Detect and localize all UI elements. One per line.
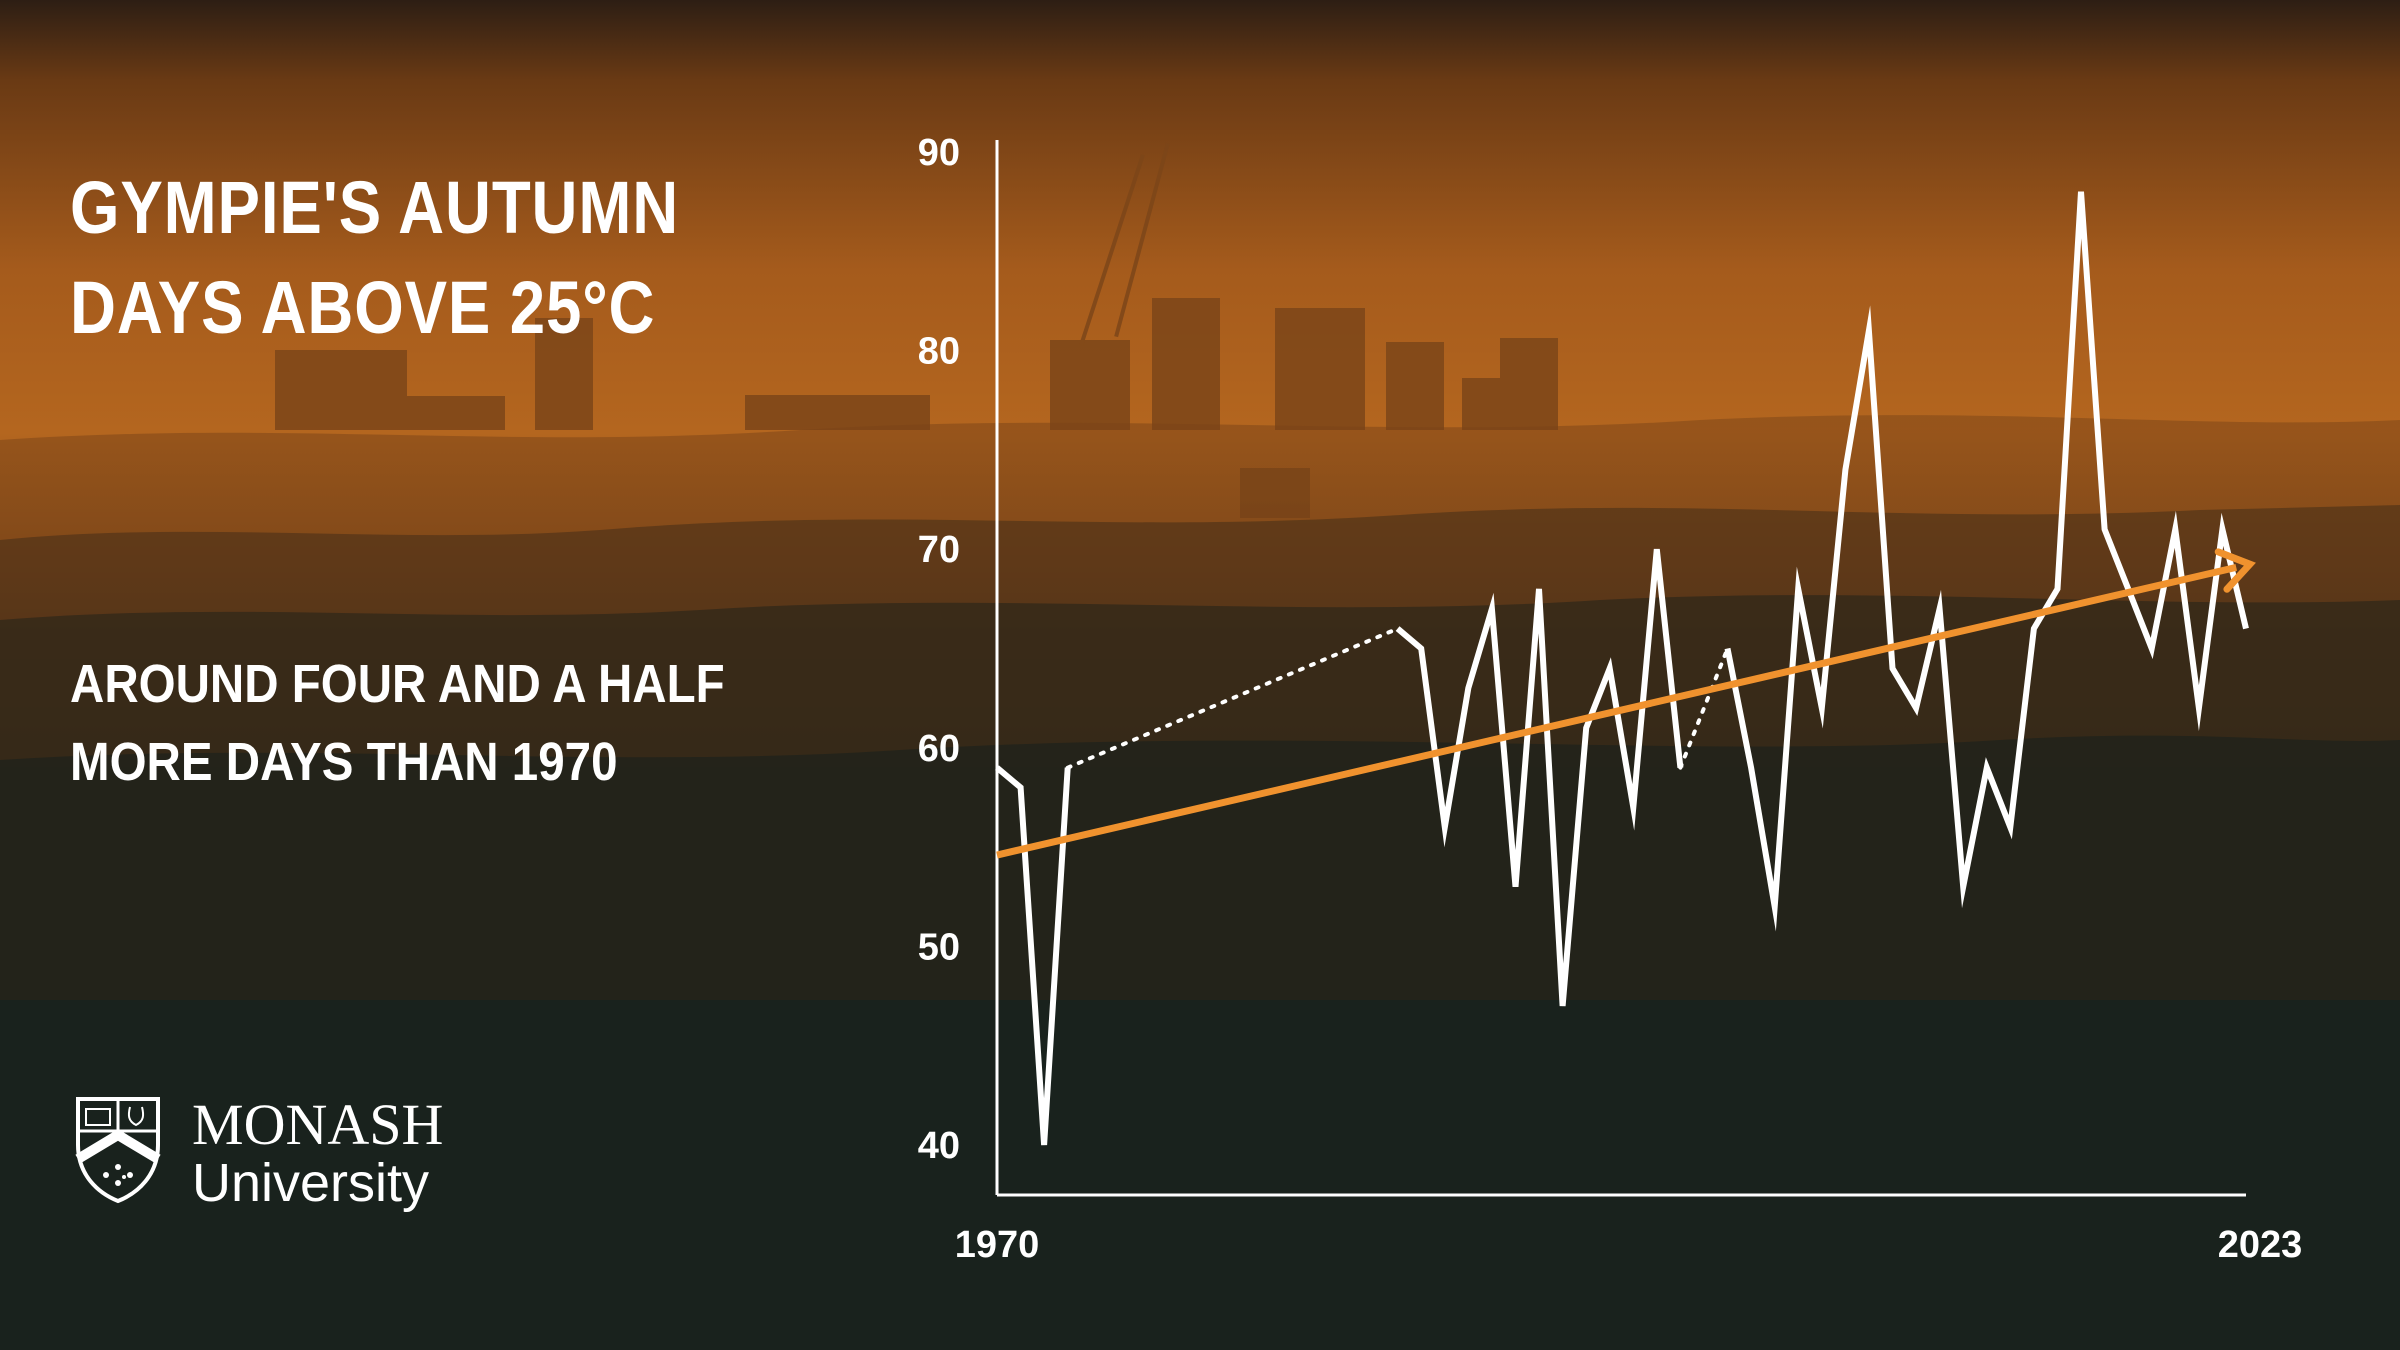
x-tick-label: 1970 [955, 1224, 1040, 1266]
subheadline: AROUND FOUR AND A HALF MORE DAYS THAN 19… [70, 645, 725, 801]
monash-logo: MONASH University [72, 1093, 492, 1218]
logo-wordmark: MONASH [192, 1092, 444, 1157]
headline: GYMPIE'S AUTUMN DAYS ABOVE 25°C [70, 158, 679, 358]
dotted-gap-line [1065, 626, 1400, 770]
trend-arrowhead [2214, 548, 2256, 593]
logo-subtitle: University [192, 1153, 430, 1213]
trend-group [996, 548, 2256, 859]
headline-line-2: DAYS ABOVE 25°C [70, 266, 656, 349]
x-axis-ticks: 1970 2023 [955, 1224, 2303, 1266]
dotted-gap-line [1678, 646, 1730, 770]
y-tick-label: 40 [918, 1125, 960, 1167]
headline-line-1: GYMPIE'S AUTUMN [70, 166, 680, 249]
trend-line [996, 563, 2238, 859]
series-line [995, 191, 2249, 1146]
y-tick-label: 70 [918, 529, 960, 571]
series-points [996, 191, 2247, 1146]
dotted-gap-lines [1065, 626, 1730, 770]
y-axis-ticks: 40 50 60 70 80 90 [918, 132, 960, 1167]
y-tick-label: 80 [918, 331, 960, 373]
subheadline-line-2: MORE DAYS THAN 1970 [70, 732, 618, 792]
x-tick-label: 2023 [2218, 1224, 2303, 1266]
y-tick-label: 50 [918, 926, 960, 968]
subheadline-line-1: AROUND FOUR AND A HALF [70, 654, 725, 714]
y-tick-label: 90 [918, 132, 960, 174]
y-tick-label: 60 [918, 728, 960, 770]
crest-icon [75, 1097, 161, 1204]
